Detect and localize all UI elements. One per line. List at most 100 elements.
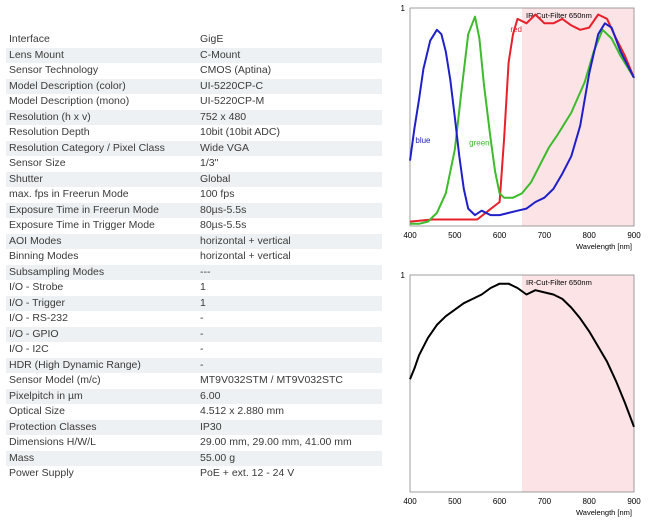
spec-label: Sensor Technology (9, 64, 99, 76)
y-tick-label: 1 (401, 271, 406, 280)
spec-label: AOI Modes (6, 233, 197, 249)
spec-value: CMOS (Aptina) (200, 64, 272, 76)
spec-label: Pixelpitch in µm (6, 388, 197, 404)
ir-cut-band (522, 275, 634, 492)
series-line-green (410, 15, 635, 225)
spec-label: Model Description (mono) (9, 95, 130, 107)
spec-label: Sensor Model (m/c) (9, 374, 101, 386)
x-tick-label: 800 (583, 497, 597, 506)
plot-frame (409, 7, 635, 227)
x-tick-label: 900 (627, 231, 641, 240)
spec-value: 4.512 x 2.880 mm (200, 405, 285, 417)
spec-row: Interface GigE (6, 32, 382, 48)
spec-value: GigE (200, 33, 224, 45)
spec-label: Binning Modes (9, 250, 79, 262)
x-tick-label: 500 (448, 497, 462, 506)
y-tick-label: 1 (401, 4, 406, 13)
series-label-blue: blue (415, 136, 431, 145)
spec-row: Resolution (h x v) 752 x 480 (6, 109, 382, 125)
spec-label: Exposure Time in Trigger Mode (9, 219, 155, 231)
spec-value: --- (197, 264, 382, 280)
x-tick-label: 400 (403, 231, 417, 240)
spec-row: Binning Modes horizontal + vertical (6, 249, 382, 265)
spec-value: C-Mount (197, 47, 382, 63)
spec-value: PoE + ext. 12 - 24 V (200, 467, 295, 479)
spec-row: Dimensions H/W/L 29.00 mm, 29.00 mm, 41.0… (6, 435, 382, 451)
spec-value: 100 fps (200, 188, 235, 200)
spec-value: 80µs-5.5s (200, 219, 247, 231)
spec-value: 10bit (10bit ADC) (200, 126, 280, 138)
specifications-body: Interface GigE Lens Mount C-Mount Sensor Tec… (6, 32, 382, 482)
spec-row: Model Description (color) UI-5220CP-C (6, 78, 382, 94)
spec-value: horizontal + vertical (200, 250, 291, 262)
spec-label: Resolution Depth (9, 126, 90, 138)
spec-row: Shutter Global (6, 171, 382, 187)
spec-label: Sensor Size (9, 157, 66, 169)
spec-value: 752 x 480 (197, 109, 382, 125)
spec-value: - (200, 343, 204, 355)
spec-value: horizontal + vertical (197, 233, 382, 249)
spec-row: Resolution Depth 10bit (10bit ADC) (6, 125, 382, 141)
spec-label: I/O - GPIO (6, 326, 197, 342)
spec-value: UI-5220CP-C (197, 78, 382, 94)
spec-label: Mass (6, 450, 197, 466)
spec-value: UI-5220CP-M (200, 95, 265, 107)
spec-label: Protection Classes (6, 419, 197, 435)
spec-row: max. fps in Freerun Mode 100 fps (6, 187, 382, 203)
series-line-red (409, 13, 635, 223)
x-tick-label: 600 (493, 497, 507, 506)
spec-label: Interface (9, 33, 50, 45)
ir-cut-filter-label: IR-Cut-Filter 650nm (526, 278, 592, 287)
ir-cut-filter-label: IR-Cut-Filter 650nm (526, 11, 592, 20)
series-line-blue (409, 22, 635, 217)
x-tick-label: 700 (538, 497, 552, 506)
spec-row: Model Description (mono) UI-5220CP-M (6, 94, 382, 110)
x-tick-label: 600 (493, 231, 507, 240)
spec-row: AOI Modes horizontal + vertical (6, 233, 382, 249)
spec-value: - (197, 357, 382, 373)
spec-label: Dimensions H/W/L (9, 436, 96, 448)
spec-row: Exposure Time in Trigger Mode 80µs-5.5s (6, 218, 382, 234)
spec-value: IP30 (197, 419, 382, 435)
x-tick-label: 500 (448, 231, 462, 240)
spec-row: Mass 55.00 g (6, 450, 382, 466)
spec-value: Wide VGA (197, 140, 382, 156)
spec-row: Exposure Time in Freerun Mode 80µs-5.5s (6, 202, 382, 218)
spec-row: Lens Mount C-Mount (6, 47, 382, 63)
spec-label: Optical Size (9, 405, 66, 417)
spec-value: MT9V032STM / MT9V032STC (200, 374, 343, 386)
spec-label: Lens Mount (6, 47, 197, 63)
spec-label: I/O - Trigger (6, 295, 197, 311)
spec-label: Model Description (color) (6, 78, 197, 94)
spec-row: I/O - Trigger 1 (6, 295, 382, 311)
x-tick-label: 700 (538, 231, 552, 240)
spec-label: Resolution Category / Pixel Class (6, 140, 197, 156)
spec-value: 6.00 (197, 388, 382, 404)
spec-row: I/O - I2C - (6, 342, 382, 358)
x-tick-label: 400 (403, 497, 417, 506)
spec-value: - (200, 312, 204, 324)
spec-row: Sensor Size 1/3" (6, 156, 382, 172)
spec-value: 80µs-5.5s (197, 202, 382, 218)
spec-row: Power Supply PoE + ext. 12 - 24 V (6, 466, 382, 482)
series-label-green: green (469, 138, 489, 147)
spec-label: Exposure Time in Freerun Mode (6, 202, 197, 218)
x-tick-label: 800 (583, 231, 597, 240)
spec-row: Resolution Category / Pixel Class Wide VG… (6, 140, 382, 156)
spec-row: Sensor Model (m/c) MT9V032STM / MT9V032ST… (6, 373, 382, 389)
spec-label: Subsampling Modes (6, 264, 197, 280)
spec-value: - (197, 326, 382, 342)
x-axis-label: Wavelength [nm] (576, 242, 632, 251)
spectral-sensitivity-mono-chart: IR-Cut-Filter 650nm 400 500 600 700 800 900 1 Wa… (401, 271, 642, 517)
x-axis-label: Wavelength [nm] (576, 508, 632, 517)
spec-label: Shutter (6, 171, 197, 187)
spec-value: 1/3" (200, 157, 219, 169)
specifications-table: Interface GigE Lens Mount C-Mount Sensor Tec… (6, 32, 382, 482)
spec-row: Optical Size 4.512 x 2.880 mm (6, 404, 382, 420)
spec-value: 29.00 mm, 29.00 mm, 41.00 mm (200, 436, 352, 448)
x-tick-label: 900 (627, 497, 641, 506)
plot-frame (409, 274, 635, 493)
spec-label: HDR (High Dynamic Range) (6, 357, 197, 373)
spec-label: Power Supply (9, 467, 74, 479)
spec-row: I/O - RS-232 - (6, 311, 382, 327)
